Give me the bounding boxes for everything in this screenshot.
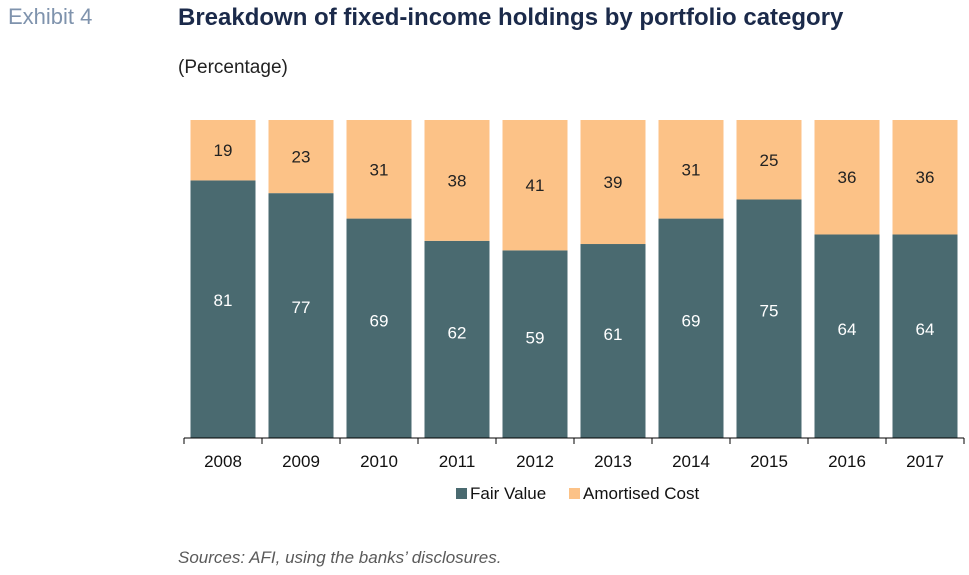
data-label-amortised-cost: 31 [682,160,701,179]
bar-fair-value [580,244,646,438]
bar-fair-value [658,218,724,438]
data-label-amortised-cost: 36 [838,168,857,187]
data-label-fair-value: 75 [760,301,779,320]
x-tick-label: 2014 [672,452,710,471]
data-label-fair-value: 59 [526,329,545,348]
x-tick-label: 2008 [204,452,242,471]
x-tick-label: 2011 [439,452,476,471]
data-label-fair-value: 77 [292,298,311,317]
x-tick-label: 2010 [360,452,398,471]
bar-amortised-cost [658,120,724,219]
bar-fair-value [190,180,256,439]
x-tick-label: 2016 [828,452,866,471]
data-label-fair-value: 64 [916,320,935,339]
bar-amortised-cost [424,120,490,241]
data-label-amortised-cost: 19 [214,141,233,160]
x-tick-label: 2009 [282,452,320,471]
bar-fair-value [736,199,802,438]
x-tick-label: 2017 [906,452,944,471]
bar-fair-value [346,218,412,438]
legend-swatch-fair-value [456,488,467,499]
bar-amortised-cost [580,120,646,245]
data-label-amortised-cost: 39 [604,173,623,192]
data-label-fair-value: 81 [214,291,233,310]
x-tick-label: 2012 [516,452,554,471]
source-note: Sources: AFI, using the banks’ disclosur… [178,548,502,567]
data-label-amortised-cost: 38 [448,171,467,190]
bar-amortised-cost [346,120,412,219]
bar-fair-value [268,193,334,438]
legend-label-amortised-cost: Amortised Cost [583,484,699,503]
bar-fair-value [814,234,880,438]
bar-amortised-cost [268,120,334,194]
bar-amortised-cost [190,120,256,181]
bar-amortised-cost [736,120,802,200]
bar-amortised-cost [892,120,958,235]
chart-title: Breakdown of fixed-income holdings by po… [178,4,844,31]
legend-swatch-amortised-cost [569,488,580,499]
data-label-fair-value: 62 [448,324,467,343]
legend-label-fair-value: Fair Value [470,484,546,503]
bar-fair-value [892,234,958,438]
bar-amortised-cost [814,120,880,235]
data-label-amortised-cost: 36 [916,168,935,187]
bar-amortised-cost [502,120,568,251]
bar-fair-value [424,240,490,438]
exhibit-label: Exhibit 4 [8,4,93,29]
data-label-fair-value: 69 [682,312,701,331]
x-tick-label: 2013 [594,452,632,471]
data-label-amortised-cost: 41 [526,176,545,195]
data-label-fair-value: 61 [604,325,623,344]
data-label-amortised-cost: 23 [292,148,311,167]
data-label-fair-value: 64 [838,320,857,339]
bar-fair-value [502,250,568,438]
data-label-amortised-cost: 25 [760,151,779,170]
data-label-amortised-cost: 31 [370,160,389,179]
x-tick-label: 2015 [750,452,788,471]
chart-subtitle: (Percentage) [178,57,288,78]
data-label-fair-value: 69 [370,312,389,331]
